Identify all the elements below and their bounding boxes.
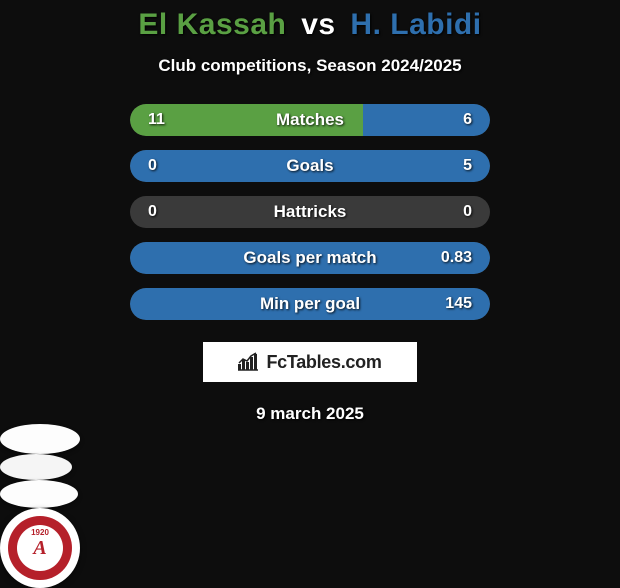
stat-label: Matches <box>130 110 490 130</box>
date-label: 9 march 2025 <box>0 404 620 424</box>
site-logo[interactable]: FcTables.com <box>203 342 417 382</box>
stat-label: Hattricks <box>130 202 490 222</box>
player1-name: El Kassah <box>138 8 286 41</box>
stat-label: Goals per match <box>130 248 490 268</box>
player1-avatar-placeholder <box>0 424 80 454</box>
stats-rows: 116Matches 05Goals 00Hattricks 0.83Goals pe… <box>0 104 620 320</box>
page-title: El Kassah vs H. Labidi <box>0 8 620 42</box>
stat-row: 00Hattricks <box>130 196 490 228</box>
stat-row: 0.83Goals per match <box>130 242 490 274</box>
stat-row: 145Min per goal <box>130 288 490 320</box>
club-badge-center: 1920 A <box>17 525 63 571</box>
comparison-card: El Kassah vs H. Labidi Club competitions… <box>0 0 620 424</box>
player1-club-placeholder <box>0 454 72 480</box>
chart-icon <box>238 352 260 372</box>
vs-label: vs <box>301 8 335 41</box>
player2-avatar-placeholder <box>0 480 78 508</box>
club-letter: A <box>33 537 46 560</box>
club-year: 1920 <box>31 528 49 537</box>
stat-label: Min per goal <box>130 294 490 314</box>
player2-club-badge: 1920 A <box>0 508 80 588</box>
subtitle: Club competitions, Season 2024/2025 <box>0 56 620 76</box>
player2-name: H. Labidi <box>350 8 481 41</box>
logo-text: FcTables.com <box>266 352 381 373</box>
stat-row: 05Goals <box>130 150 490 182</box>
club-badge-ring: 1920 A <box>8 516 72 580</box>
stat-row: 116Matches <box>130 104 490 136</box>
stat-label: Goals <box>130 156 490 176</box>
